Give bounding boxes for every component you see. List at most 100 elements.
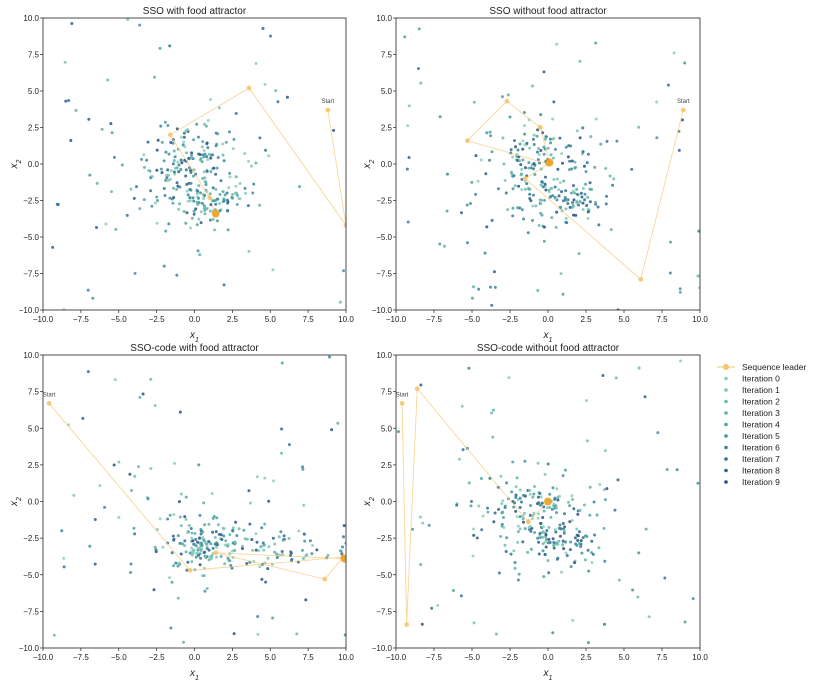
point	[603, 559, 607, 563]
point	[533, 530, 537, 534]
point	[564, 145, 568, 149]
panel-4: SSO-code without food attractor Start −10.…	[362, 343, 708, 682]
point	[613, 508, 617, 512]
point	[451, 589, 455, 593]
point	[330, 428, 334, 432]
point	[523, 527, 527, 531]
point	[266, 567, 270, 571]
point	[523, 187, 527, 191]
point	[224, 140, 228, 144]
point	[169, 169, 173, 173]
point	[691, 597, 695, 601]
point	[342, 269, 346, 273]
point	[230, 549, 234, 553]
point	[573, 536, 577, 540]
point	[605, 194, 609, 198]
point	[522, 110, 526, 114]
x-tick-label: 5.0	[265, 315, 277, 324]
point	[539, 149, 543, 153]
point	[541, 535, 545, 539]
point	[520, 188, 524, 192]
point	[556, 498, 560, 502]
point	[234, 175, 238, 179]
point	[190, 531, 194, 535]
point	[419, 563, 423, 567]
point	[594, 117, 598, 121]
point	[554, 541, 558, 545]
point	[177, 163, 181, 167]
point	[201, 197, 205, 201]
point	[512, 505, 516, 509]
point	[177, 170, 181, 174]
point	[301, 465, 305, 469]
point	[537, 540, 541, 544]
point	[593, 533, 597, 537]
point	[70, 22, 74, 26]
point	[575, 187, 579, 191]
point	[390, 551, 393, 554]
point	[483, 251, 487, 255]
point	[438, 115, 442, 119]
point	[541, 525, 545, 529]
point	[484, 172, 488, 176]
point	[212, 166, 216, 170]
point	[521, 147, 525, 151]
legend-item: Iteration 2	[724, 397, 780, 407]
point	[505, 536, 509, 540]
point	[197, 184, 201, 188]
y-tick-label: −10.0	[19, 644, 40, 653]
point	[231, 196, 235, 200]
point	[547, 188, 551, 192]
point	[228, 533, 232, 537]
point	[578, 136, 582, 140]
point	[227, 186, 231, 190]
point	[516, 530, 520, 534]
point	[155, 195, 159, 199]
point	[267, 154, 271, 158]
point	[255, 475, 259, 479]
point	[279, 530, 283, 534]
point	[605, 139, 609, 143]
legend-marker-swatch	[724, 411, 728, 415]
point	[538, 503, 542, 507]
x-tick-label: 7.5	[303, 653, 315, 662]
point	[189, 171, 193, 175]
point	[197, 217, 201, 221]
point	[194, 537, 198, 541]
point	[175, 273, 179, 277]
legend-item: Iteration 0	[724, 374, 780, 384]
point	[303, 539, 307, 543]
point	[254, 161, 258, 165]
y-tick-label: 7.5	[381, 51, 393, 60]
point	[86, 370, 90, 374]
point	[201, 535, 205, 539]
point	[585, 534, 589, 538]
point	[568, 520, 572, 524]
point	[150, 175, 154, 179]
point	[245, 537, 249, 541]
point	[230, 566, 234, 570]
point	[537, 223, 541, 227]
point	[514, 493, 518, 497]
point	[501, 136, 505, 140]
point	[221, 153, 225, 157]
point	[609, 228, 613, 232]
point	[109, 122, 113, 126]
point	[427, 523, 431, 527]
y-axis-label: x2	[362, 159, 376, 169]
point	[555, 177, 559, 181]
point	[538, 534, 542, 538]
point	[281, 538, 285, 542]
point	[557, 539, 561, 543]
point	[564, 551, 568, 555]
point	[557, 188, 561, 192]
point	[542, 509, 546, 513]
point	[202, 149, 206, 153]
point	[187, 524, 191, 528]
y-tick-label: 5.0	[381, 424, 393, 433]
point	[542, 198, 546, 202]
point	[531, 137, 535, 141]
panel-title: SSO with food attractor	[143, 6, 247, 17]
plot-area	[51, 18, 346, 310]
point	[202, 550, 206, 554]
